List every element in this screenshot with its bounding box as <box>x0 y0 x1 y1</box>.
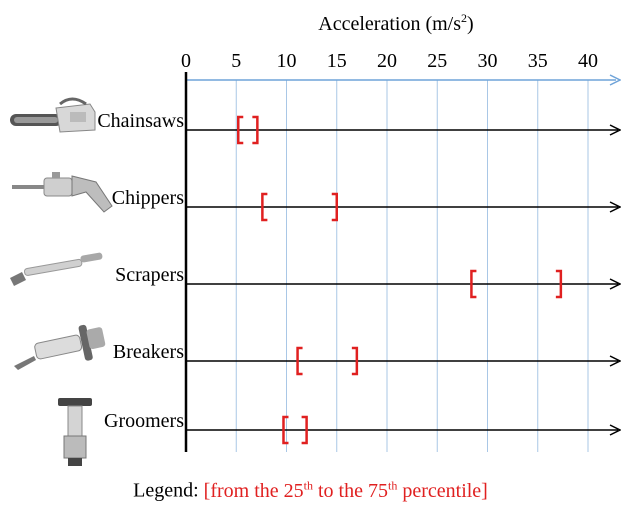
row-arrow-breakers <box>609 355 621 367</box>
legend-part-2: to the 75 <box>313 479 388 502</box>
x-tick-label-35: 35 <box>528 50 548 72</box>
x-tick-label-15: 15 <box>327 50 347 72</box>
x-axis-label-close: ) <box>467 13 474 35</box>
range-high-chippers <box>331 192 338 222</box>
category-label-chippers: Chippers <box>112 187 184 209</box>
legend-sup-1: th <box>303 478 313 492</box>
scraper-icon <box>10 252 103 286</box>
x-tick-label-30: 30 <box>478 50 498 72</box>
chipper-icon <box>12 172 113 213</box>
x-axis-label-text: Acceleration (m/s <box>318 13 461 35</box>
chainsaw-icon <box>10 97 96 133</box>
category-label-groomers: Groomers <box>104 410 184 432</box>
category-label-scrapers: Scrapers <box>115 264 184 286</box>
category-rows: Chainsaws Chippers Scrapers Breakers Groomer… <box>97 110 621 436</box>
legend-part-3: percentile] <box>397 479 488 502</box>
x-tick-label-0: 0 <box>181 50 191 72</box>
x-axis-label: Acceleration (m/s2) <box>318 11 473 35</box>
range-high-breakers <box>351 346 359 376</box>
category-label-chainsaws: Chainsaws <box>97 110 184 132</box>
range-low-chainsaws <box>237 115 244 145</box>
category-label-breakers: Breakers <box>113 341 184 363</box>
groomer-icon <box>58 398 92 466</box>
range-low-breakers <box>296 346 303 376</box>
x-tick-label-5: 5 <box>231 50 241 72</box>
breaker-icon <box>14 324 106 370</box>
range-low-chippers <box>261 192 268 222</box>
x-tick-label-25: 25 <box>427 50 447 72</box>
row-arrow-chainsaws <box>609 124 621 136</box>
range-high-chainsaws <box>252 115 259 145</box>
grid-lines <box>186 74 621 452</box>
row-arrow-groomers <box>609 424 621 436</box>
range-high-scrapers <box>555 269 563 299</box>
x-tick-labels: 0 5 10 15 20 25 30 35 40 <box>181 50 598 72</box>
range-marks <box>237 115 563 445</box>
legend-sup-2: th <box>388 478 398 492</box>
range-low-groomers <box>282 415 289 445</box>
legend: Legend: [from the 25th to the 75th perce… <box>0 478 621 503</box>
x-tick-label-40: 40 <box>578 50 598 72</box>
legend-text: [from the 25th to the 75th percentile] <box>203 478 488 502</box>
top-axis-arrow <box>609 74 621 86</box>
x-tick-label-10: 10 <box>277 50 297 72</box>
legend-part-1: [from the 25 <box>203 479 304 502</box>
row-arrow-scrapers <box>609 278 621 290</box>
range-low-scrapers <box>470 269 477 299</box>
tool-icons <box>10 97 113 466</box>
row-arrow-chippers <box>609 201 621 213</box>
x-axis-label-sup: 2 <box>461 11 467 25</box>
range-high-groomers <box>301 415 308 445</box>
x-tick-label-20: 20 <box>377 50 397 72</box>
legend-prefix: Legend: <box>133 479 204 502</box>
